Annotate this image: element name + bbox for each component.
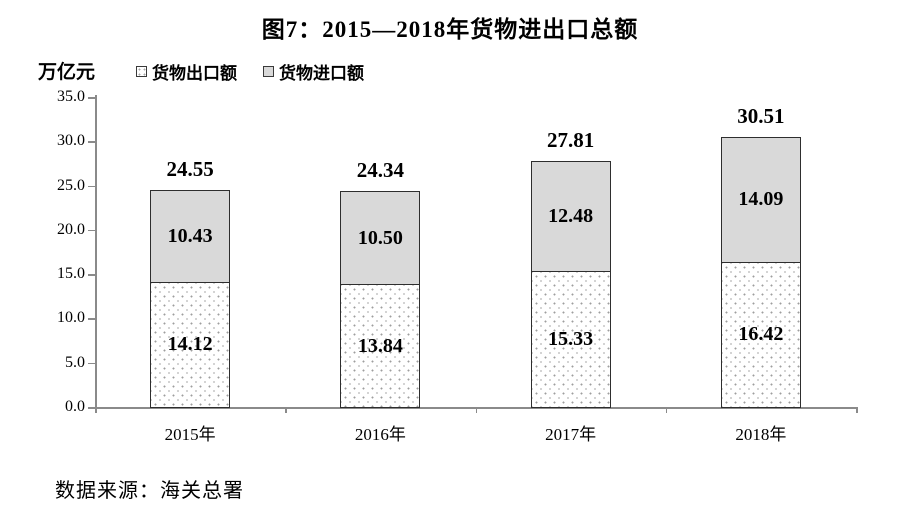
legend-item-import: 货物进口额 [263,59,364,84]
y-tick-label: 35.0 [57,88,85,105]
y-tick-mark [88,185,95,188]
y-tick-mark [88,97,95,99]
y-tick-label: 20.0 [57,220,85,238]
legend-export-swatch-icon [136,66,147,77]
legend-export-label: 货物出口额 [152,64,237,83]
y-axis-unit-label: 万亿元 [38,62,96,83]
import-value-label: 14.09 [738,188,784,211]
y-tick-mark [88,318,95,320]
y-tick-label: 0.0 [65,398,85,415]
bar-segment-import: 12.48 [530,160,611,273]
y-tick-mark [88,141,95,143]
x-category-label: 2017年 [545,425,597,444]
x-category-label: 2018年 [735,425,787,444]
legend-import-swatch-icon [263,66,274,77]
chart-title: 图7：2015—2018年货物进出口总额 [261,17,639,42]
y-axis-line [95,95,97,407]
legend: 货物出口额 货物进口额 [136,59,364,84]
total-value-label: 24.34 [356,158,404,183]
bar-segment-export: 16.42 [720,261,801,408]
import-value-label: 12.48 [548,204,594,227]
x-tick-mark [665,407,668,413]
y-tick-mark [88,274,95,276]
bar-segment-import: 10.50 [340,191,421,286]
export-value-label: 13.84 [357,334,403,357]
y-tick-label: 5.0 [65,353,85,371]
bar-segment-import: 10.43 [150,189,231,283]
import-value-label: 10.50 [357,226,403,249]
x-category-label: 2016年 [354,425,406,444]
bar-segment-export: 13.84 [340,284,421,408]
x-category-label: 2015年 [164,425,216,444]
legend-item-export: 货物出口额 [136,59,237,84]
y-tick-mark [88,407,95,409]
x-tick-mark [285,407,287,413]
legend-import-label: 货物进口额 [279,64,364,83]
import-value-label: 10.43 [167,224,213,247]
total-value-label: 30.51 [737,103,785,128]
y-tick-mark [88,362,95,365]
total-value-label: 24.55 [166,156,214,181]
y-tick-mark [88,229,95,232]
y-tick-label: 25.0 [57,176,85,194]
x-tick-mark [475,407,477,413]
export-value-label: 15.33 [548,328,594,351]
bar-segment-export: 15.33 [530,271,611,408]
total-value-label: 27.81 [547,127,595,152]
bar-segment-import: 14.09 [720,136,801,263]
bar-segment-export: 14.12 [150,281,231,408]
export-value-label: 14.12 [167,333,213,356]
y-tick-label: 30.0 [57,132,85,150]
y-tick-label: 15.0 [57,265,85,283]
x-tick-mark [856,407,858,413]
export-value-label: 16.42 [738,323,784,346]
y-tick-label: 10.0 [57,309,85,327]
data-source: 数据来源：海关总署 [55,480,244,502]
x-tick-mark [95,407,97,413]
